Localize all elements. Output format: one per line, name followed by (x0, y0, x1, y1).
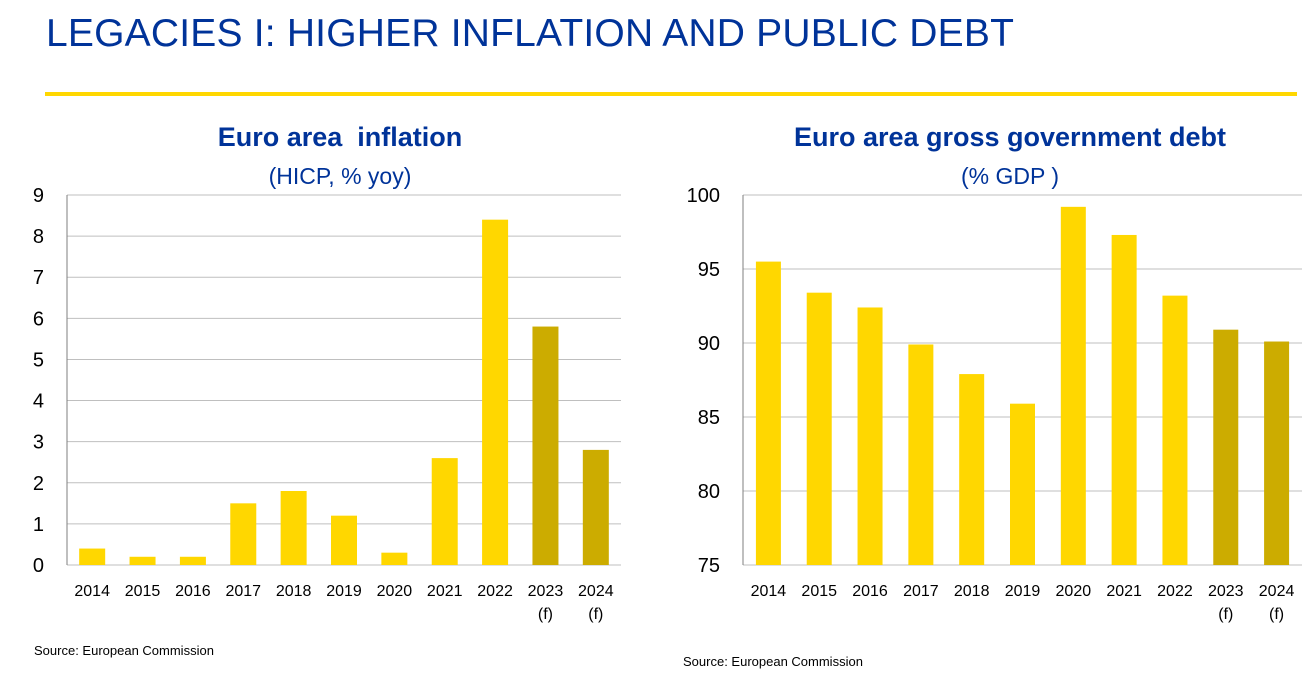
inflation-x-tick-label: 2020 (377, 583, 413, 600)
inflation-y-tick-label: 0 (33, 555, 44, 577)
debt-x-tick-label: 2015 (801, 583, 837, 600)
inflation-x-tick-sublabel: (f) (538, 606, 553, 623)
inflation-x-tick-label: 2021 (427, 583, 463, 600)
debt-x-tick-label: 2017 (903, 583, 939, 600)
title-rule (45, 92, 1297, 96)
debt-bar-2016 (857, 307, 883, 565)
inflation-y-tick-label: 7 (33, 267, 44, 289)
debt-bar-2020 (1060, 206, 1086, 565)
debt-x-tick-label: 2014 (751, 583, 787, 600)
inflation-chart-title: Euro area inflation (217, 122, 463, 152)
debt-source: Source: European Commission (683, 654, 863, 669)
debt-x-tick-label: 2020 (1056, 583, 1092, 600)
debt-bar-2014 (755, 261, 781, 565)
debt-x-tick-label: 2022 (1157, 583, 1193, 600)
debt-bar-2024 (1264, 341, 1290, 565)
inflation-x-tick-label: 2015 (125, 583, 161, 600)
inflation-bar-2018 (280, 491, 307, 565)
inflation-bar-2022 (482, 219, 509, 565)
inflation-y-tick-label: 4 (33, 391, 44, 413)
debt-bar-2021 (1111, 234, 1137, 565)
debt-x-tick-label: 2019 (1005, 583, 1041, 600)
debt-x-tick-label: 2018 (954, 583, 990, 600)
inflation-x-tick-sublabel: (f) (588, 606, 603, 623)
debt-chart-subtitle: (% GDP ) (961, 163, 1059, 189)
inflation-bar-2014 (79, 548, 106, 565)
inflation-bar-2023 (532, 326, 559, 565)
inflation-x-tick-label: 2014 (74, 583, 110, 600)
debt-x-tick-label: 2024 (1259, 583, 1295, 600)
debt-bar-2022 (1162, 295, 1188, 565)
inflation-y-tick-label: 9 (33, 185, 44, 207)
debt-bar-2019 (1010, 403, 1035, 565)
inflation-bar-2024 (582, 449, 609, 565)
inflation-chart-subtitle: (HICP, % yoy) (268, 163, 412, 189)
inflation-x-tick-label: 2024 (578, 583, 614, 600)
inflation-bar-2021 (431, 458, 458, 565)
debt-y-tick-label: 75 (698, 555, 720, 577)
debt-x-tick-sublabel: (f) (1218, 606, 1233, 623)
inflation-x-tick-label: 2017 (225, 583, 261, 600)
debt-x-tick-label: 2016 (852, 583, 888, 600)
inflation-x-tick-label: 2022 (477, 583, 513, 600)
debt-y-tick-label: 90 (698, 333, 720, 355)
debt-x-tick-sublabel: (f) (1269, 606, 1284, 623)
debt-bar-2018 (959, 374, 985, 565)
inflation-x-tick-label: 2016 (175, 583, 211, 600)
debt-y-tick-label: 100 (687, 185, 720, 207)
inflation-y-tick-label: 3 (33, 432, 44, 454)
debt-bar-2023 (1213, 329, 1239, 565)
debt-y-tick-label: 85 (698, 407, 720, 429)
inflation-x-tick-label: 2023 (528, 583, 564, 600)
inflation-y-tick-label: 6 (33, 308, 44, 330)
debt-bar-2015 (806, 292, 832, 565)
inflation-y-tick-label: 2 (33, 473, 44, 495)
debt-chart-title: Euro area gross government debt (793, 122, 1227, 152)
debt-x-tick-label: 2021 (1106, 583, 1142, 600)
debt-y-tick-label: 80 (698, 481, 720, 503)
inflation-source: Source: European Commission (34, 643, 214, 658)
debt-chart: 75 80 85 90 95 100 2014 2015 2016 2017 2018 2019 202… (687, 185, 1302, 623)
inflation-bar-2015 (129, 556, 156, 565)
inflation-bar-2017 (230, 503, 257, 565)
debt-y-tick-label: 95 (698, 259, 720, 281)
inflation-bar-2019 (331, 515, 357, 565)
inflation-y-tick-label: 5 (33, 349, 44, 371)
inflation-bar-2016 (179, 556, 206, 565)
debt-x-tick-label: 2023 (1208, 583, 1244, 600)
slide-title: LEGACIES I: HIGHER INFLATION AND PUBLIC … (46, 12, 1015, 55)
inflation-y-tick-label: 1 (33, 514, 44, 536)
inflation-x-tick-label: 2019 (326, 583, 362, 600)
inflation-x-tick-label: 2018 (276, 583, 312, 600)
inflation-y-tick-label: 8 (33, 226, 44, 248)
inflation-chart: 0 1 2 3 4 5 6 7 8 9 2014 2015 2016 2017 2018 2019 2020 20… (33, 185, 621, 623)
debt-bar-2017 (908, 344, 934, 565)
inflation-bar-2020 (381, 552, 408, 565)
